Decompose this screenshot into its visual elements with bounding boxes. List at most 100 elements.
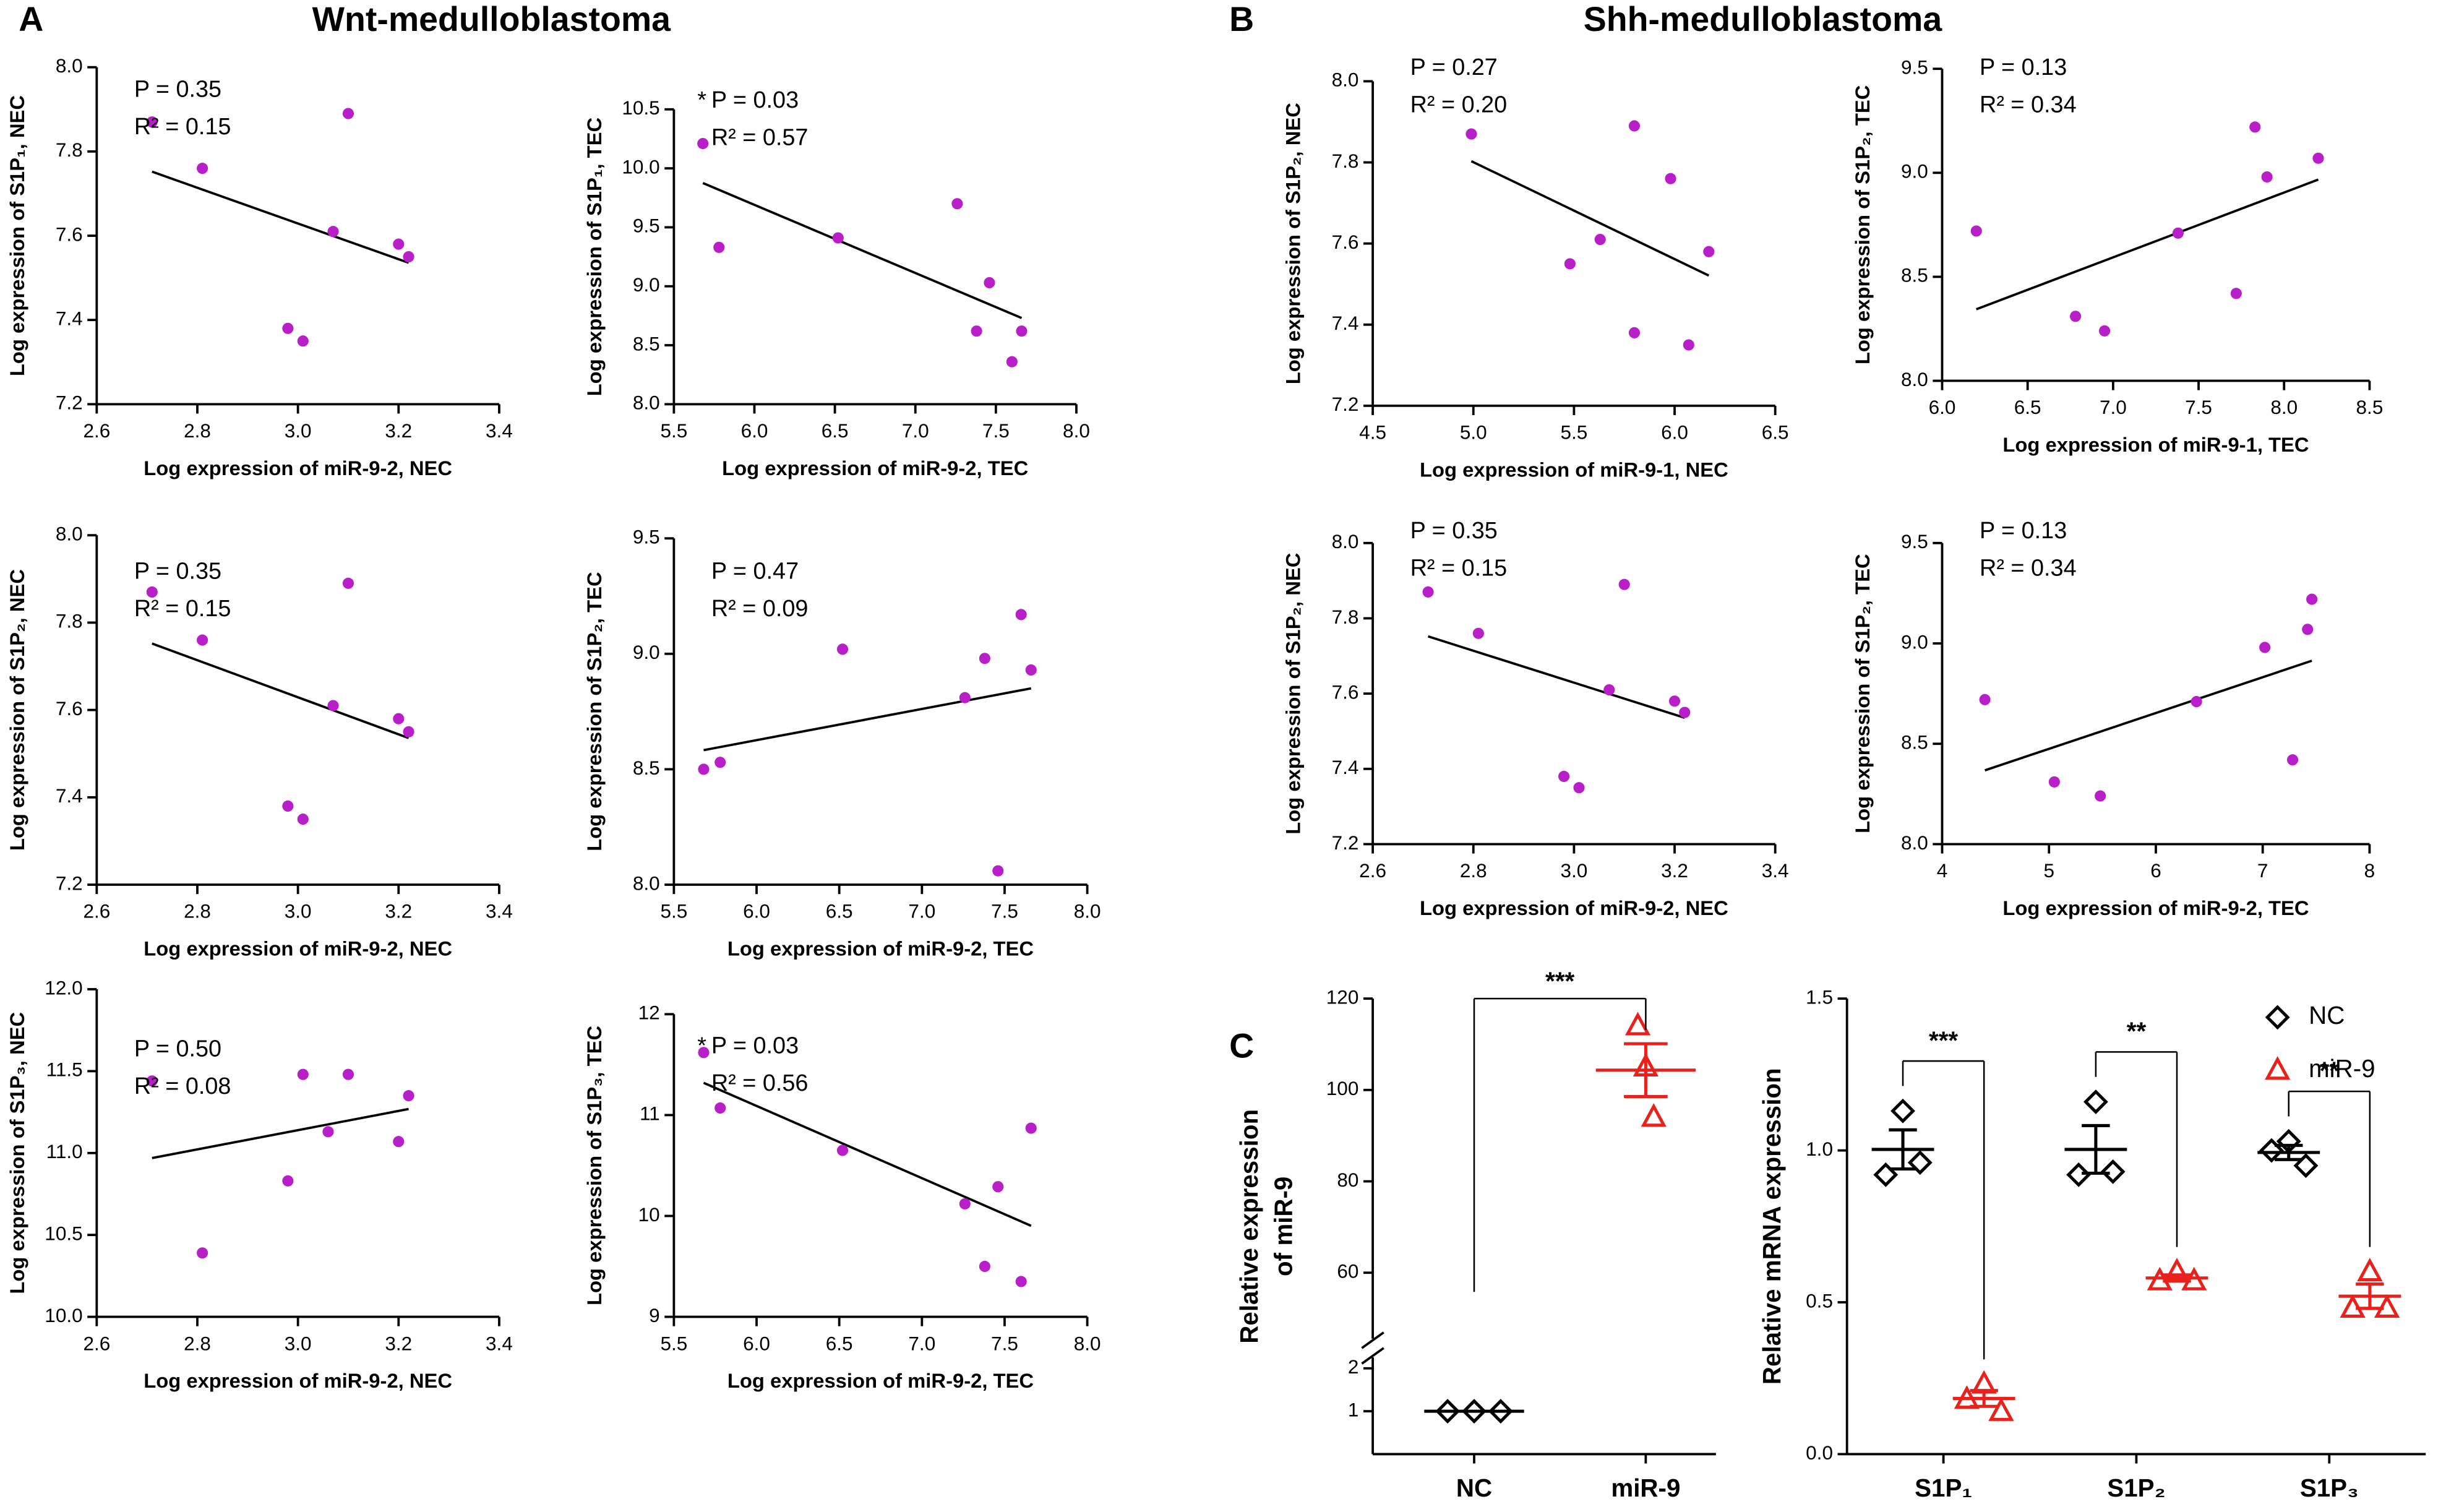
y-tick-label: 8.0 [633,872,660,894]
point [2048,776,2060,788]
x-axis-label: Log expression of miR-9-2, TEC [722,457,1028,479]
significance: * [697,1033,706,1059]
point [1594,233,1606,246]
p-annotation: P = 0.27 [1410,54,1498,80]
y-tick-label: 11.5 [46,1059,83,1081]
y-tick-label: 8.0 [633,392,660,414]
point [1006,356,1018,367]
significance: * [697,87,706,113]
point [2261,171,2273,183]
point [697,137,709,150]
diamond-marker [2293,1153,2319,1179]
p-annotation: P = 0.47 [711,559,799,585]
point [1564,258,1576,270]
x-tick-label: 3.2 [1661,859,1688,882]
r2-annotation: R² = 0.34 [1980,556,2077,582]
x-tick-label: 3.4 [1762,859,1789,882]
x-tick-label: S1P₃ [2300,1474,2359,1502]
x-tick-label: 7.5 [991,900,1018,922]
x-tick-label: 5.5 [660,900,687,922]
x-tick-label: 3.0 [285,1332,312,1354]
triangle-marker [2265,1056,2291,1080]
point [1025,664,1037,676]
y-tick-label: 9.5 [1901,530,1928,552]
point [836,1145,849,1156]
p-annotation: P = 0.03 [711,1033,799,1059]
y-tick-label: 7.6 [1332,681,1359,703]
x-tick-label: 2.6 [83,1332,110,1354]
point [698,763,710,775]
p-annotation: P = 0.35 [134,76,221,102]
y-tick-label: 8.0 [1901,368,1928,390]
axis-break [1361,1331,1384,1349]
x-axis-label: Log expression of miR-9-2, NEC [144,937,452,960]
point [1668,695,1681,707]
point [1665,173,1676,184]
x-axis-label: Log expression of miR-9-2, NEC [144,457,452,479]
point [2306,593,2318,605]
x-tick-label: 4 [1937,859,1948,882]
y-tick-label: 8.0 [1901,831,1928,854]
x-axis-label: Log expression of miR-9-2, NEC [1420,896,1728,919]
point [1015,609,1027,621]
y-tick-label: 8.5 [633,332,660,354]
point [1015,1276,1027,1287]
x-tick-label: 4.5 [1359,421,1386,444]
y-tick-label: 8.5 [1901,731,1928,754]
triangle-marker [1624,1012,1651,1036]
x-tick-label: 3.0 [285,900,312,922]
x-tick-label: 8.0 [1074,900,1101,922]
trend-line [1984,659,2312,771]
point [714,1102,726,1114]
x-tick-label: 8.5 [2356,396,2384,418]
y-tick-label: 7.4 [56,784,83,807]
y-tick-label: 7.4 [1332,312,1359,334]
diamond-marker [1435,1399,1461,1424]
point [282,1175,294,1187]
point [1683,339,1694,351]
panel-letter: B [1229,0,1254,38]
diamond-marker [1873,1162,1899,1187]
point [992,1181,1004,1193]
x-tick-label: 2.8 [184,1332,211,1354]
x-axis-label: Log expression of miR-9-2, TEC [2002,896,2309,919]
point [403,726,414,737]
y-axis-label: Relative mRNA expression [1757,1068,1786,1385]
point [1573,782,1585,794]
x-tick-label: 7.0 [908,1332,935,1354]
x-tick-label: 5.0 [1460,421,1487,444]
x-tick-label: 5.5 [660,419,687,442]
x-tick-label: 5.5 [1560,421,1587,444]
y-tick-label: 8.5 [1901,264,1928,286]
point [714,757,726,768]
point [146,116,158,128]
point [146,1075,158,1087]
diamond-marker [2100,1159,2126,1184]
y-tick-label: 12.0 [45,976,82,999]
x-tick-label: 7.0 [908,900,935,922]
y-tick-label: 12 [638,1002,660,1024]
x-axis-label: Log expression of miR-9-2, NEC [144,1369,452,1392]
point [393,1136,405,1148]
point [403,251,414,263]
y-tick-label: 10.5 [45,1222,82,1244]
point [979,653,990,664]
y-tick-label: 7.4 [56,307,83,330]
y-tick-label: 7.8 [56,139,83,161]
y-tick-label: 9.0 [1901,630,1928,653]
p-annotation: P = 0.13 [1980,518,2067,544]
point [1628,327,1641,338]
x-tick-label: 3.4 [486,1332,513,1354]
y-tick-label: 9.5 [633,215,660,237]
point [1970,225,1982,237]
x-tick-label: 2.8 [1460,859,1487,882]
point [2249,121,2261,133]
y-tick-label: 9 [649,1304,660,1326]
diamond-marker [2083,1089,2108,1114]
y-tick-label: 8.0 [56,54,83,77]
y-axis-label: Relative expression [1235,1109,1263,1344]
y-tick-label: 7.2 [56,392,83,414]
diamond-marker [2066,1162,2092,1187]
point [1472,627,1484,639]
trend-line [152,170,410,264]
